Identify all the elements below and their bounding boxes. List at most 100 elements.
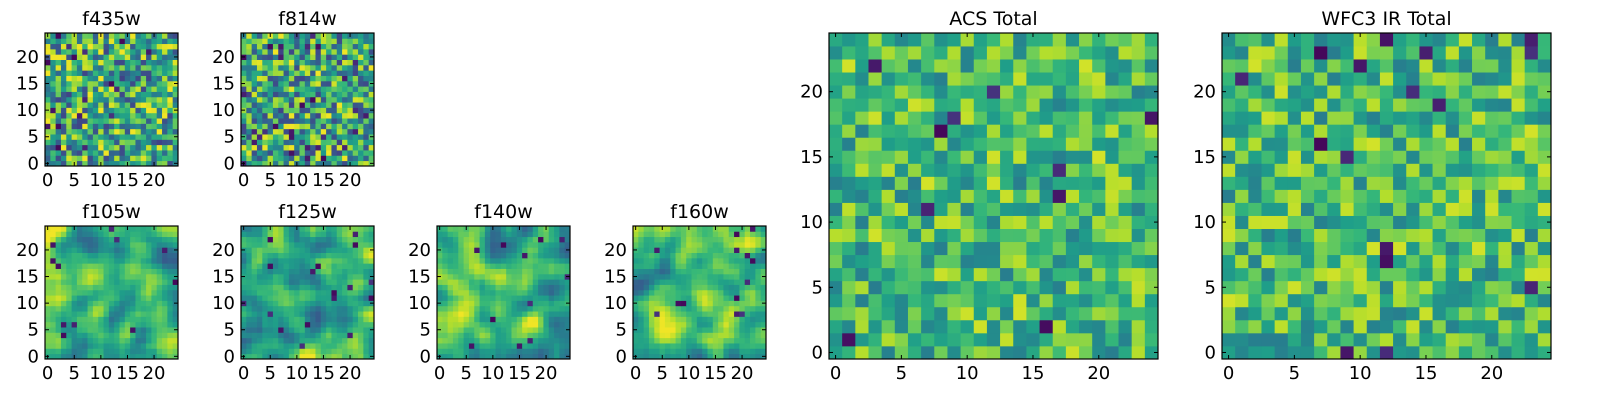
heatmap-cell — [55, 305, 62, 312]
heatmap-cell — [522, 257, 528, 264]
heatmap-cell — [1353, 241, 1368, 256]
heatmap-cell — [559, 305, 566, 312]
heatmap-cell — [532, 295, 539, 301]
heatmap-cell — [167, 128, 174, 135]
heatmap-cell — [680, 226, 687, 232]
heatmap-cell — [140, 311, 147, 317]
heatmap-cell — [463, 343, 470, 349]
heatmap-cell — [1026, 176, 1040, 190]
heatmap-cell — [1537, 280, 1552, 295]
heatmap-cell — [437, 305, 443, 312]
heatmap-cell — [92, 284, 99, 291]
heatmap-cell — [829, 241, 843, 256]
heatmap-cell — [288, 316, 295, 323]
heatmap-cell — [728, 343, 735, 349]
heatmap-cell — [256, 257, 263, 264]
heatmap-cell — [167, 64, 174, 71]
heatmap-cell — [146, 343, 152, 349]
heatmap-cell — [1498, 345, 1512, 360]
heatmap-cell — [755, 252, 762, 259]
heatmap-cell — [675, 305, 682, 312]
heatmap-cell — [358, 128, 364, 135]
heatmap-cell — [140, 348, 147, 355]
heatmap-cell — [744, 295, 751, 301]
heatmap-cell — [921, 202, 935, 216]
heatmap-cell — [1248, 176, 1262, 190]
heatmap-cell — [718, 236, 724, 243]
heatmap-cell — [130, 273, 136, 280]
heatmap-cell — [246, 284, 253, 291]
heatmap-cell — [1432, 163, 1447, 177]
heatmap-cell — [363, 139, 370, 146]
heatmap-cell — [342, 96, 348, 103]
heatmap-cell — [723, 273, 730, 280]
heatmap-cell — [87, 252, 94, 259]
heatmap-cell — [246, 134, 253, 140]
heatmap-cell — [251, 343, 258, 349]
heatmap-cell — [907, 137, 922, 151]
heatmap-cell — [855, 345, 869, 360]
heatmap-cell — [66, 80, 72, 87]
heatmap-cell — [1039, 293, 1054, 308]
heatmap-cell — [363, 316, 370, 323]
heatmap-cell — [1065, 98, 1080, 112]
heatmap-cell — [744, 327, 751, 333]
heatmap-cell — [707, 273, 714, 280]
heatmap-cell — [267, 257, 274, 264]
heatmap-cell — [495, 252, 502, 259]
heatmap-cell — [241, 252, 247, 259]
heatmap-cell — [256, 102, 263, 108]
heatmap-cell — [246, 102, 253, 108]
heatmap-cell — [1287, 254, 1302, 269]
heatmap-cell — [304, 33, 311, 39]
y-tick-label: 5 — [28, 320, 39, 341]
heatmap-cell — [60, 343, 67, 349]
heatmap-cell — [130, 252, 136, 259]
heatmap-cell — [750, 321, 756, 328]
heatmap-cell — [1300, 202, 1315, 216]
heatmap-cell — [66, 118, 72, 124]
heatmap-cell — [960, 72, 975, 86]
heatmap-cell — [522, 295, 528, 301]
heatmap-cell — [162, 75, 168, 82]
heatmap-cell — [734, 268, 740, 275]
heatmap-cell — [490, 321, 496, 328]
heatmap-cell — [241, 91, 247, 98]
heatmap-cell — [272, 353, 279, 360]
heatmap-cell — [755, 268, 762, 275]
heatmap-cell — [559, 300, 566, 307]
heatmap-cell — [1079, 267, 1093, 282]
heatmap-cell — [960, 293, 975, 308]
heatmap-cell — [124, 59, 131, 66]
heatmap-cell — [468, 332, 475, 339]
heatmap-cell — [336, 231, 343, 238]
heatmap-cell — [71, 311, 78, 317]
heatmap-cell — [66, 289, 72, 296]
heatmap-cell — [1026, 111, 1040, 125]
heatmap-cell — [114, 102, 120, 108]
heatmap-cell — [670, 321, 676, 328]
heatmap-cell — [272, 332, 279, 339]
heatmap-cell — [447, 295, 454, 301]
heatmap-cell — [532, 343, 539, 349]
heatmap-cell — [447, 236, 454, 243]
heatmap-cell — [368, 284, 375, 291]
heatmap-cell — [506, 236, 512, 243]
heatmap-cell — [363, 289, 370, 296]
heatmap-cell — [484, 252, 491, 259]
heatmap-cell — [310, 107, 316, 114]
heatmap-cell — [278, 268, 284, 275]
heatmap-cell — [947, 254, 961, 269]
heatmap-cell — [532, 327, 539, 333]
heatmap-cell — [739, 311, 746, 317]
heatmap-cell — [262, 332, 268, 339]
heatmap-cell — [241, 112, 247, 119]
heatmap-cell — [108, 332, 115, 339]
heatmap-cell — [474, 316, 480, 323]
heatmap-cell — [894, 72, 909, 86]
heatmap-cell — [1079, 345, 1093, 360]
heatmap-cell — [442, 257, 449, 264]
heatmap-cell — [1000, 319, 1014, 334]
heatmap-cell — [1144, 111, 1159, 125]
heatmap-cell — [98, 139, 104, 146]
